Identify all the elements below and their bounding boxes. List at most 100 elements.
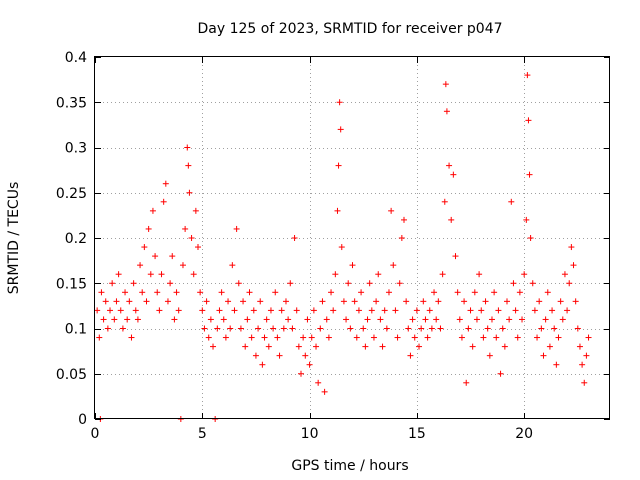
data-point xyxy=(521,271,528,278)
data-point xyxy=(139,289,146,296)
data-point xyxy=(349,262,356,269)
data-point xyxy=(546,343,553,350)
data-point xyxy=(134,316,141,323)
data-point xyxy=(147,271,154,278)
data-point xyxy=(156,307,163,314)
data-point xyxy=(478,307,485,314)
y-tick-label: 0.4 xyxy=(65,50,87,66)
data-point xyxy=(117,307,124,314)
data-point xyxy=(526,171,533,178)
data-point xyxy=(581,379,588,386)
data-point xyxy=(443,108,450,115)
data-point xyxy=(107,307,114,314)
data-point xyxy=(574,325,581,332)
data-point xyxy=(263,316,270,323)
data-point xyxy=(355,307,362,314)
data-point xyxy=(246,289,253,296)
data-point xyxy=(390,262,397,269)
data-point xyxy=(293,307,300,314)
data-point xyxy=(154,289,161,296)
data-point xyxy=(328,289,335,296)
data-point xyxy=(510,280,517,287)
data-point xyxy=(544,289,551,296)
data-point xyxy=(201,325,208,332)
data-point xyxy=(317,325,324,332)
data-point xyxy=(551,325,558,332)
chart-title: Day 125 of 2023, SRMTID for receiver p04… xyxy=(197,21,502,37)
data-point xyxy=(197,289,204,296)
data-point xyxy=(141,244,148,251)
data-point xyxy=(289,325,296,332)
data-point xyxy=(351,298,358,305)
data-point xyxy=(508,198,515,205)
data-point xyxy=(512,307,519,314)
data-point xyxy=(278,307,285,314)
data-point xyxy=(94,307,101,314)
data-point xyxy=(229,262,236,269)
data-point xyxy=(119,325,126,332)
data-point xyxy=(383,325,390,332)
data-point xyxy=(465,325,472,332)
data-point xyxy=(405,325,412,332)
data-point xyxy=(220,316,227,323)
data-point xyxy=(184,144,191,151)
data-point xyxy=(332,271,339,278)
data-point xyxy=(454,289,461,296)
data-point xyxy=(403,298,410,305)
data-point xyxy=(456,316,463,323)
data-point xyxy=(555,334,562,341)
x-tick-label: 10 xyxy=(301,426,319,442)
data-point xyxy=(542,316,549,323)
data-point xyxy=(409,316,416,323)
data-point xyxy=(167,280,174,287)
data-point xyxy=(396,280,403,287)
data-point xyxy=(100,316,107,323)
data-point xyxy=(143,298,150,305)
data-point xyxy=(173,289,180,296)
data-point xyxy=(274,334,281,341)
y-tick-label: 0.25 xyxy=(56,186,87,202)
data-point xyxy=(222,334,229,341)
data-point xyxy=(280,325,287,332)
data-point xyxy=(338,244,345,251)
data-point xyxy=(128,334,135,341)
y-tick-label: 0.2 xyxy=(65,231,87,247)
data-point xyxy=(310,307,317,314)
data-point xyxy=(225,298,232,305)
data-point xyxy=(379,343,386,350)
data-point xyxy=(576,343,583,350)
data-point xyxy=(145,225,152,232)
data-point xyxy=(469,343,476,350)
data-point xyxy=(557,298,564,305)
data-point xyxy=(137,262,144,269)
data-point xyxy=(431,289,438,296)
data-point xyxy=(186,189,193,196)
data-point xyxy=(113,298,120,305)
data-point xyxy=(377,316,384,323)
data-point xyxy=(446,162,453,169)
y-tick-label: 0.15 xyxy=(56,276,87,292)
data-point xyxy=(381,307,388,314)
data-point xyxy=(285,316,292,323)
data-point xyxy=(495,307,502,314)
y-tick-label: 0.35 xyxy=(56,95,87,111)
data-point xyxy=(375,271,382,278)
data-point xyxy=(452,253,459,260)
data-point xyxy=(366,280,373,287)
data-point xyxy=(152,253,159,260)
data-point xyxy=(442,81,449,88)
data-point xyxy=(335,162,342,169)
data-point xyxy=(385,289,392,296)
data-point xyxy=(536,298,543,305)
data-point xyxy=(413,307,420,314)
data-point xyxy=(175,307,182,314)
data-point xyxy=(321,388,328,395)
data-point xyxy=(96,334,103,341)
data-point xyxy=(252,352,259,359)
data-point xyxy=(205,334,212,341)
data-point xyxy=(313,343,320,350)
data-point xyxy=(188,235,195,241)
data-point xyxy=(270,325,277,332)
data-point xyxy=(199,307,206,314)
